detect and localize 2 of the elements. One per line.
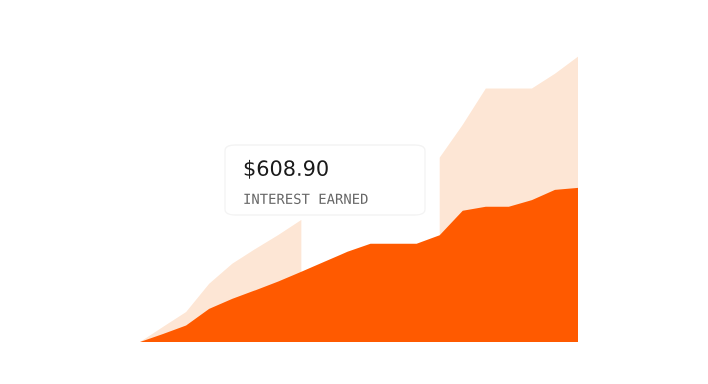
annotation: $608.90 <box>244 160 328 179</box>
annotation: INTEREST EARNED <box>244 194 368 204</box>
